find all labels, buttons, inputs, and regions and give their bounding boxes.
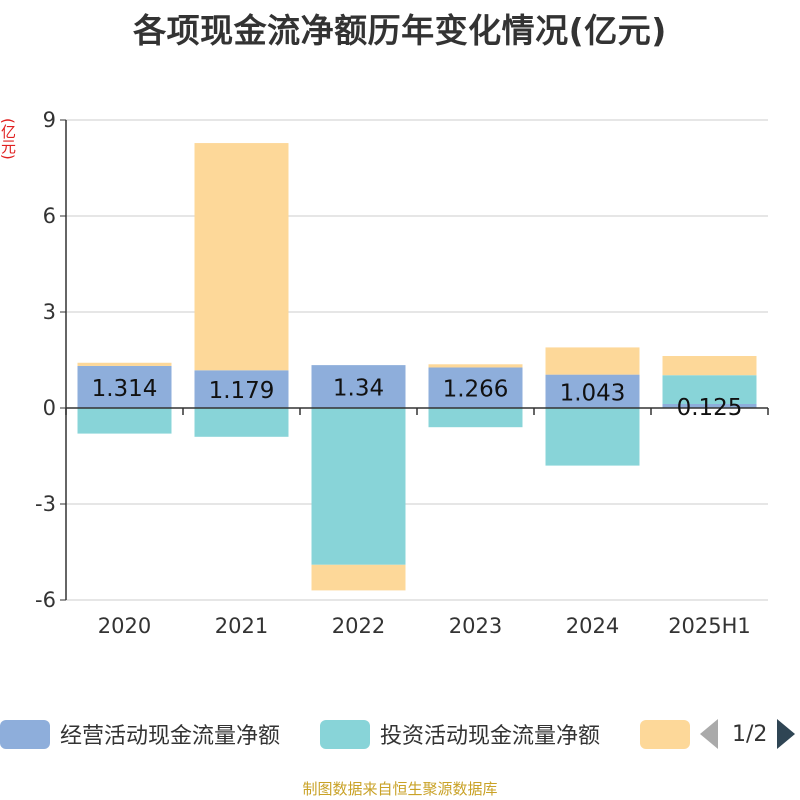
x-tick-label: 2021	[215, 614, 268, 638]
legend: 经营活动现金流量净额 投资活动现金流量净额 1/2	[0, 716, 800, 752]
legend-page-indicator: 1/2	[732, 721, 768, 747]
data-label: 1.34	[333, 376, 384, 402]
bar-2024-series-1	[545, 408, 640, 466]
bar-2024-series-2	[545, 347, 640, 375]
bar-2021-series-0	[194, 370, 289, 408]
bar-2022-series-0	[311, 365, 406, 408]
x-tick-label: 2025H1	[668, 614, 751, 638]
bar-2025H1-series-2	[662, 356, 757, 376]
x-tick-label: 2020	[98, 614, 151, 638]
y-tick-label: 6	[43, 204, 56, 228]
bar-2023-series-2	[428, 364, 523, 368]
bar-2023-series-1	[428, 408, 523, 428]
bar-2020-series-1	[77, 408, 172, 434]
data-label: 1.179	[209, 378, 275, 404]
bar-2025H1-series-1	[662, 375, 757, 404]
data-label: 1.266	[443, 377, 509, 403]
bars	[77, 143, 757, 591]
legend-prev-icon[interactable]	[700, 719, 718, 749]
legend-item-third[interactable]	[640, 716, 690, 752]
legend-pager: 1/2	[700, 716, 796, 752]
bar-2023-series-0	[428, 367, 523, 408]
legend-label-investing: 投资活动现金流量净额	[380, 724, 601, 749]
x-tick-label: 2023	[449, 614, 502, 638]
legend-label-operating: 经营活动现金流量净额	[60, 724, 281, 749]
y-tick-label: 9	[43, 108, 56, 132]
legend-next-icon[interactable]	[777, 719, 796, 749]
axes: -6 -3 0 3 6 9 2020 2021 2022 2023 2024 2025H1	[35, 108, 769, 638]
legend-item-operating[interactable]: 经营活动现金流量净额	[0, 716, 280, 752]
x-tick-label: 2024	[566, 614, 619, 638]
y-axis-unit: (亿元)	[0, 118, 17, 160]
bar-2020-series-2	[77, 362, 172, 366]
grid-lines	[66, 119, 768, 601]
data-source-note: 制图数据来自恒生聚源数据库	[302, 780, 498, 798]
y-tick-label: 3	[43, 300, 56, 324]
bar-2021-series-2	[194, 143, 289, 371]
data-label: 1.043	[560, 380, 626, 406]
bar-2021-series-1	[194, 408, 289, 437]
data-label: 1.314	[92, 376, 158, 402]
y-tick-label: -3	[35, 492, 56, 516]
y-tick-label: 0	[43, 396, 56, 420]
legend-item-investing[interactable]: 投资活动现金流量净额	[320, 716, 600, 752]
legend-swatch-operating	[0, 719, 50, 749]
bar-2022-series-2	[311, 564, 406, 591]
legend-swatch-investing	[320, 719, 370, 749]
bar-2020-series-0	[77, 365, 172, 408]
x-tick-label: 2022	[332, 614, 385, 638]
bar-2024-series-0	[545, 374, 640, 408]
data-labels: 1.314 1.179 1.34 1.266 1.043 0.125	[92, 376, 743, 421]
legend-swatch-third	[640, 719, 690, 749]
y-tick-label: -6	[35, 588, 56, 612]
chart-title: 各项现金流净额历年变化情况(亿元)	[133, 11, 667, 50]
bar-2025H1-series-0	[662, 404, 757, 408]
bar-2022-series-1	[311, 408, 406, 565]
data-label: 0.125	[677, 395, 743, 421]
stacked-bar-chart: -6 -3 0 3 6 9 2020 2021 2022 2023 2024 2025H1 1.314…	[35, 108, 769, 638]
